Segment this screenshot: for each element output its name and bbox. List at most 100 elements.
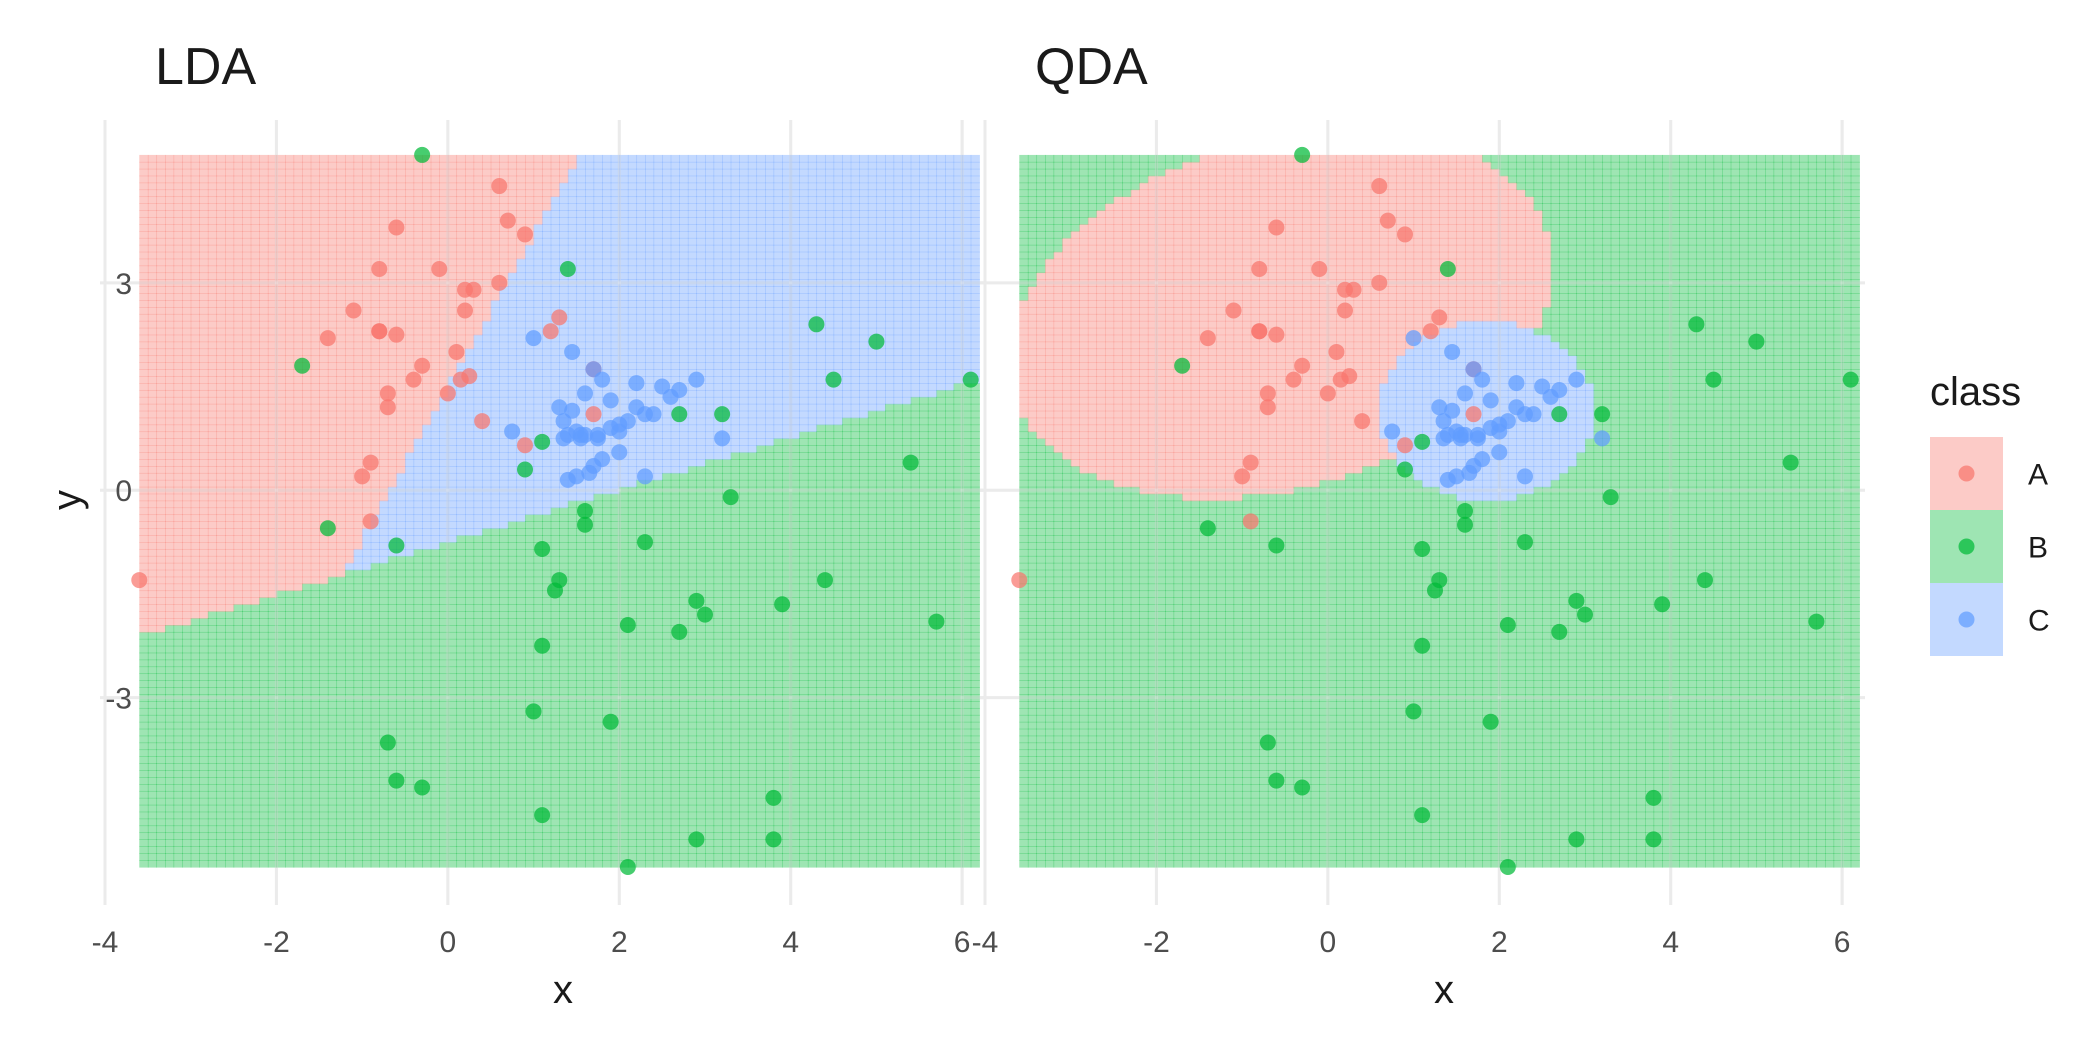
region-tile-B xyxy=(147,735,158,744)
region-tile-A xyxy=(310,466,320,474)
region-tile-A xyxy=(147,237,158,246)
region-tile-B xyxy=(242,714,252,723)
region-tile-B xyxy=(473,749,483,757)
region-tile-A xyxy=(293,389,303,398)
region-tile-A xyxy=(156,396,166,405)
region-tile-C xyxy=(447,521,458,529)
region-tile-B xyxy=(362,687,372,695)
region-tile-B xyxy=(542,707,552,716)
region-tile-A xyxy=(242,182,252,191)
region-tile-B xyxy=(422,694,432,702)
region-tile-B xyxy=(242,832,252,840)
region-tile-A xyxy=(310,410,320,419)
region-tile-A xyxy=(190,224,200,232)
region-tile-A xyxy=(302,320,312,329)
region-tile-B xyxy=(310,777,320,785)
region-tile-A xyxy=(387,313,398,322)
region-tile-B xyxy=(336,742,346,751)
region-tile-A xyxy=(139,300,149,308)
region-tile-A xyxy=(165,300,175,308)
region-tile-A xyxy=(233,168,243,177)
region-tile-B xyxy=(370,597,380,605)
region-tile-A xyxy=(182,383,192,391)
region-tile-B xyxy=(405,569,415,578)
region-tile-C xyxy=(473,389,483,398)
region-tile-A xyxy=(182,396,192,405)
region-tile-B xyxy=(465,721,475,730)
region-tile-A xyxy=(139,265,149,274)
region-tile-B xyxy=(207,673,218,681)
region-tile-B xyxy=(345,707,355,716)
region-tile-A xyxy=(379,258,389,267)
region-tile-A xyxy=(465,175,475,184)
region-tile-B xyxy=(259,611,269,619)
region-tile-A xyxy=(413,431,423,439)
region-tile-A xyxy=(387,161,398,170)
region-tile-C xyxy=(542,417,552,426)
region-tile-A xyxy=(182,431,192,439)
region-tile-B xyxy=(336,638,346,647)
region-tile-A xyxy=(353,203,363,211)
region-tile-B xyxy=(353,625,363,633)
region-tile-C xyxy=(362,528,372,536)
region-tile-C xyxy=(499,403,509,412)
region-tile-C xyxy=(525,507,535,516)
region-tile-B xyxy=(422,811,432,820)
region-tile-B xyxy=(525,631,535,640)
region-tile-A xyxy=(225,542,235,550)
region-tile-A xyxy=(156,355,166,363)
region-tile-B xyxy=(267,645,278,654)
region-tile-A xyxy=(327,196,338,204)
region-tile-A xyxy=(242,542,252,550)
region-tile-B xyxy=(302,604,312,612)
region-tile-A xyxy=(353,452,363,460)
region-tile-B xyxy=(370,790,380,799)
region-tile-A xyxy=(439,313,449,322)
region-tile-A xyxy=(250,286,260,294)
region-tile-A xyxy=(199,383,209,391)
region-tile-C xyxy=(473,514,483,522)
region-tile-B xyxy=(233,652,243,661)
region-tile-A xyxy=(139,500,149,509)
region-tile-A xyxy=(225,521,235,529)
region-tile-B xyxy=(542,777,552,785)
region-tile-A xyxy=(207,500,218,509)
region-tile-A xyxy=(267,431,278,439)
region-tile-B xyxy=(542,680,552,688)
region-tile-A xyxy=(233,203,243,211)
region-tile-B xyxy=(276,804,286,813)
region-tile-A xyxy=(422,189,432,198)
region-tile-C xyxy=(542,472,552,481)
region-tile-B xyxy=(276,707,286,716)
region-tile-A xyxy=(302,196,312,204)
region-tile-A xyxy=(276,548,286,557)
region-tile-B xyxy=(387,687,398,695)
region-tile-A xyxy=(302,472,312,481)
region-tile-B xyxy=(447,583,458,592)
region-tile-B xyxy=(550,860,560,868)
region-tile-C xyxy=(387,486,398,495)
region-tile-A xyxy=(285,265,295,274)
region-tile-A xyxy=(310,514,320,522)
region-tile-A xyxy=(139,493,149,502)
region-tile-A xyxy=(422,175,432,184)
region-tile-A xyxy=(259,251,269,260)
region-tile-A xyxy=(362,403,372,412)
region-tile-B xyxy=(190,666,200,675)
region-tile-A xyxy=(285,521,295,529)
region-tile-B xyxy=(482,535,492,543)
region-tile-A xyxy=(353,224,363,232)
region-tile-B xyxy=(396,714,406,723)
region-tile-A xyxy=(276,313,286,322)
region-tile-A xyxy=(182,493,192,502)
region-tile-B xyxy=(550,839,560,847)
region-tile-A xyxy=(345,445,355,453)
region-tile-C xyxy=(533,341,543,350)
region-tile-A xyxy=(430,175,440,184)
region-tile-B xyxy=(225,652,235,661)
region-tile-C xyxy=(439,514,449,522)
region-tile-B xyxy=(490,742,500,751)
region-tile-A xyxy=(293,403,303,412)
region-tile-A xyxy=(422,196,432,204)
region-tile-A xyxy=(370,507,380,516)
